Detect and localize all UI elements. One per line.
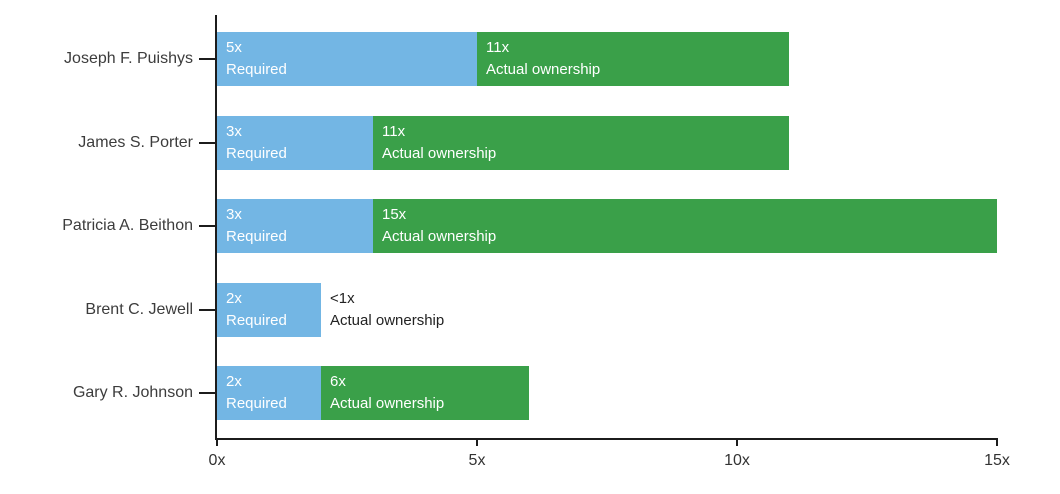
bar-row: Patricia A. Beithon 3x Required 15x Actual o… — [62, 199, 997, 253]
actual-series-label: Actual ownership — [486, 61, 601, 78]
required-bar: 2x Required — [217, 282, 321, 337]
x-axis-tick-label: 10x — [724, 452, 750, 469]
actual-value-label: <1x — [330, 289, 355, 307]
required-bar: 2x Required — [217, 366, 321, 420]
actual-series-label: Actual ownership — [330, 395, 445, 412]
category-tick-mark — [199, 58, 215, 60]
category-tick-mark — [199, 392, 215, 394]
actual-bar: 11x Actual ownership — [477, 32, 789, 86]
actual-series-label: Actual ownership — [330, 311, 445, 329]
actual-bar: 15x Actual ownership — [373, 199, 997, 253]
category-label: Joseph F. Puishys — [64, 50, 193, 67]
actual-value-label: 11x — [382, 122, 406, 140]
x-axis-tick-label: 15x — [984, 452, 1010, 469]
bar-row: Joseph F. Puishys 5x Required 11x Actual own… — [64, 32, 997, 86]
bar-row: Brent C. Jewell 2x Required <1x Actual owner… — [85, 282, 997, 337]
x-axis-tick-mark — [216, 438, 218, 446]
category-label: Gary R. Johnson — [72, 384, 193, 401]
required-value-label: 2x — [226, 289, 242, 307]
category-tick-mark — [199, 308, 215, 311]
x-axis-tick-mark — [736, 438, 738, 446]
required-bar: 3x Required — [217, 115, 373, 170]
category-label: James S. Porter — [78, 133, 193, 151]
category-label: Patricia A. Beithon — [62, 217, 193, 234]
x-axis-tick-label: 5x — [468, 452, 486, 469]
required-series-label: Required — [226, 228, 287, 245]
actual-value-label: 6x — [330, 373, 346, 390]
required-value-label: 2x — [226, 373, 242, 390]
required-series-label: Required — [226, 395, 287, 412]
actual-bar: 6x Actual ownership — [321, 366, 529, 420]
actual-series-label: Actual ownership — [382, 144, 497, 162]
actual-bar: 11x Actual ownership — [373, 115, 789, 170]
required-value-label: 3x — [226, 206, 242, 223]
actual-series-label: Actual ownership — [382, 228, 497, 245]
actual-value-label: 11x — [486, 39, 510, 56]
actual-value-label: 15x — [382, 206, 407, 223]
x-axis-tick-label: 0x — [208, 452, 226, 469]
required-value-label: 3x — [226, 122, 242, 140]
bar-row: James S. Porter 3x Required 11x Actual owner… — [78, 115, 997, 170]
category-tick-mark — [199, 225, 215, 227]
required-series-label: Required — [226, 144, 287, 162]
required-bar: 5x Required — [217, 32, 477, 86]
required-bar: 3x Required — [217, 199, 373, 253]
category-tick-mark — [199, 141, 215, 144]
required-value-label: 5x — [226, 39, 242, 56]
category-label: Brent C. Jewell — [85, 300, 193, 318]
x-axis-tick-mark — [476, 438, 478, 446]
x-axis-tick-mark — [996, 438, 998, 446]
actual-outside-label: <1x Actual ownership — [330, 283, 444, 337]
bar-row: Gary R. Johnson 2x Required 6x Actual owners… — [73, 366, 997, 420]
plot-area: Joseph F. Puishys 5x Required 11x Actual own… — [62, 15, 1010, 469]
required-series-label: Required — [226, 311, 287, 329]
required-series-label: Required — [226, 61, 287, 78]
